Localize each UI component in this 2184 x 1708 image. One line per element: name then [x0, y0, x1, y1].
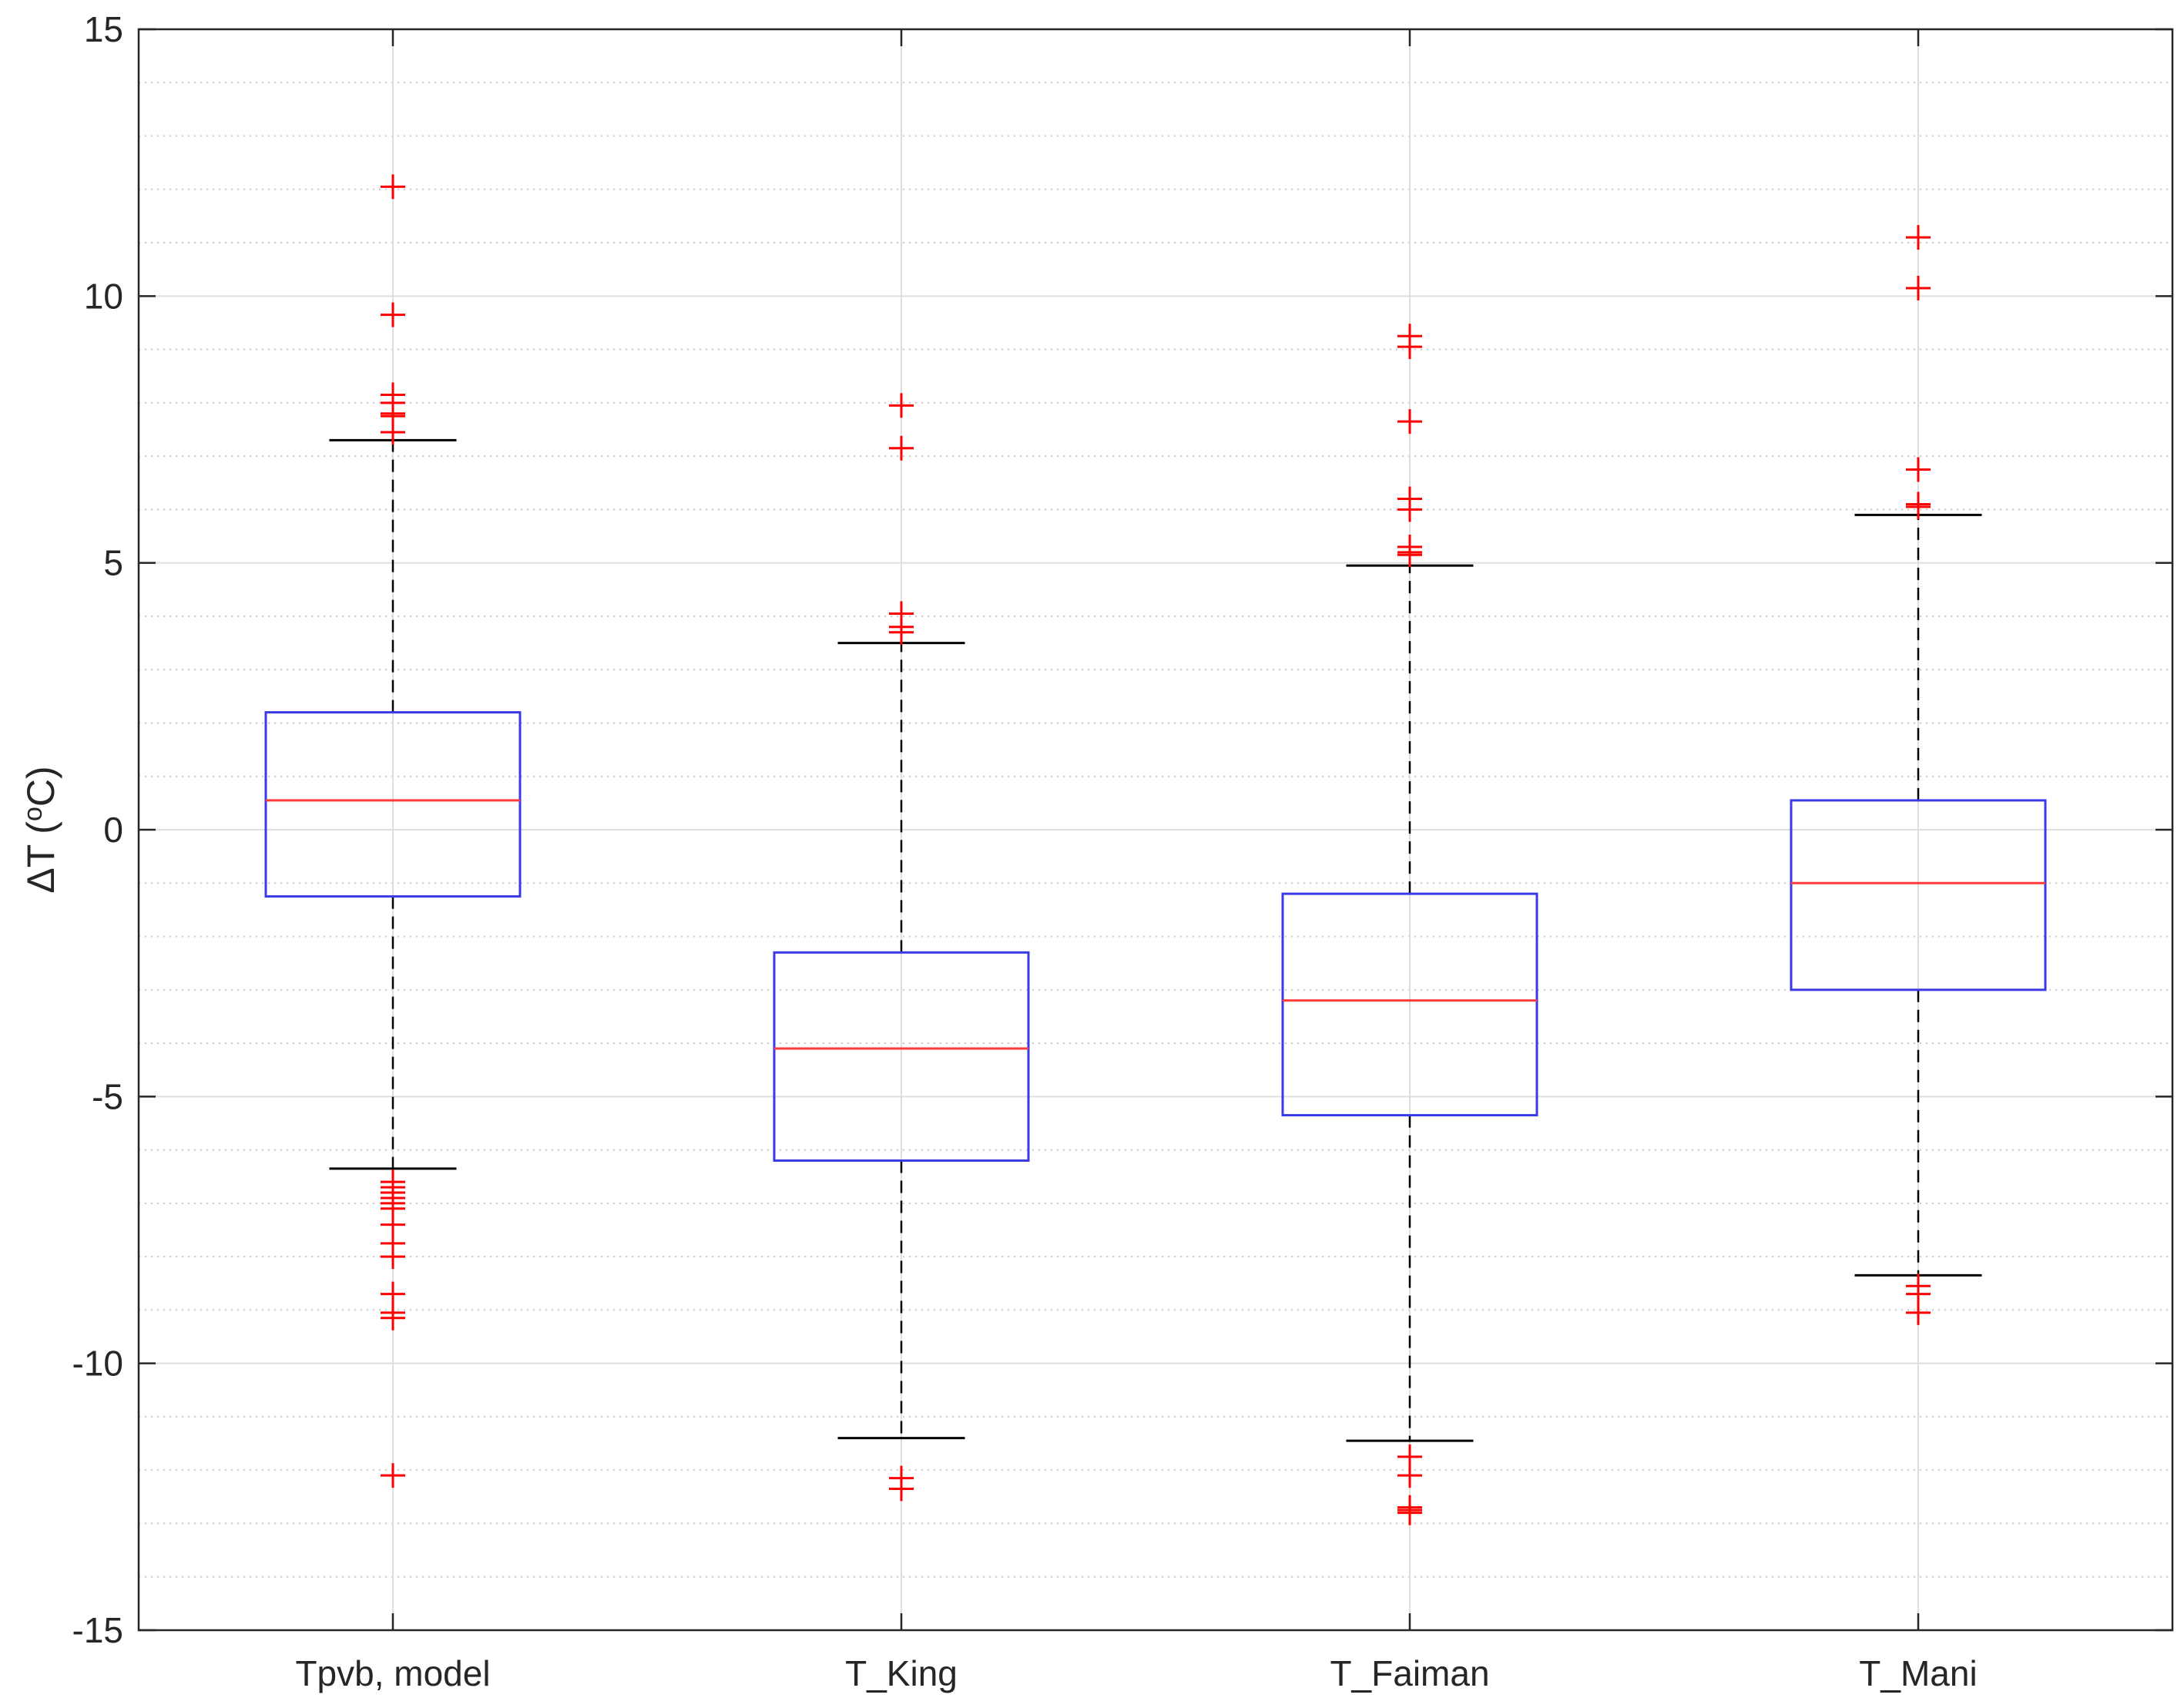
outlier-point	[1906, 1300, 1931, 1325]
box-group	[1790, 513, 2047, 1277]
box-group	[1281, 564, 1538, 1442]
outlier-point	[889, 1476, 914, 1502]
outlier-point	[1906, 494, 1931, 519]
y-axis-label-superscript: o	[18, 807, 48, 821]
outlier-point	[1397, 1463, 1422, 1488]
x-tick-label: T_King	[845, 1653, 958, 1693]
box-iqr	[264, 711, 522, 898]
y-tick-label: -5	[92, 1076, 123, 1116]
outlier-point	[381, 1463, 405, 1488]
outlier-point	[381, 419, 405, 445]
outlier-point	[1397, 542, 1422, 568]
outlier-point	[381, 174, 405, 200]
outlier-point	[1397, 334, 1422, 360]
y-tick-label: 5	[103, 543, 123, 583]
y-tick-label: 15	[84, 9, 123, 49]
y-axis-label-main: ΔT (	[19, 821, 62, 894]
x-tick-label: Tpvb, model	[295, 1653, 490, 1693]
outlier-point	[889, 619, 914, 645]
outlier-point	[889, 435, 914, 461]
outlier-point	[1397, 409, 1422, 435]
outlier-point	[381, 1305, 405, 1330]
x-tick-label: T_Faiman	[1330, 1653, 1489, 1693]
outlier-point	[1906, 225, 1931, 250]
x-tick-label: T_Mani	[1859, 1653, 1977, 1693]
box-iqr	[773, 951, 1030, 1162]
y-axis-label-unit: C)	[19, 766, 62, 807]
box-iqr	[1790, 799, 2047, 992]
y-tick-label: 0	[103, 810, 123, 850]
tick-layer: -15 -10 -5 0 5 10 15 Tpvb, model T_King T_Faiman T…	[72, 9, 2172, 1693]
y-tick-label: -15	[72, 1610, 123, 1650]
outlier-point	[381, 1244, 405, 1270]
outlier-point	[1397, 1500, 1422, 1525]
box-group	[773, 642, 1030, 1440]
outlier-point	[889, 393, 914, 418]
outlier-layer	[381, 174, 1931, 1525]
outlier-point	[1397, 497, 1422, 522]
y-tick-label: -10	[72, 1344, 123, 1384]
outlier-point	[381, 302, 405, 327]
box-iqr	[1281, 892, 1538, 1117]
outlier-point	[1906, 457, 1931, 482]
outlier-point	[1906, 275, 1931, 300]
y-axis-label: ΔT (oC)	[18, 766, 62, 893]
y-tick-label: 10	[84, 276, 123, 316]
